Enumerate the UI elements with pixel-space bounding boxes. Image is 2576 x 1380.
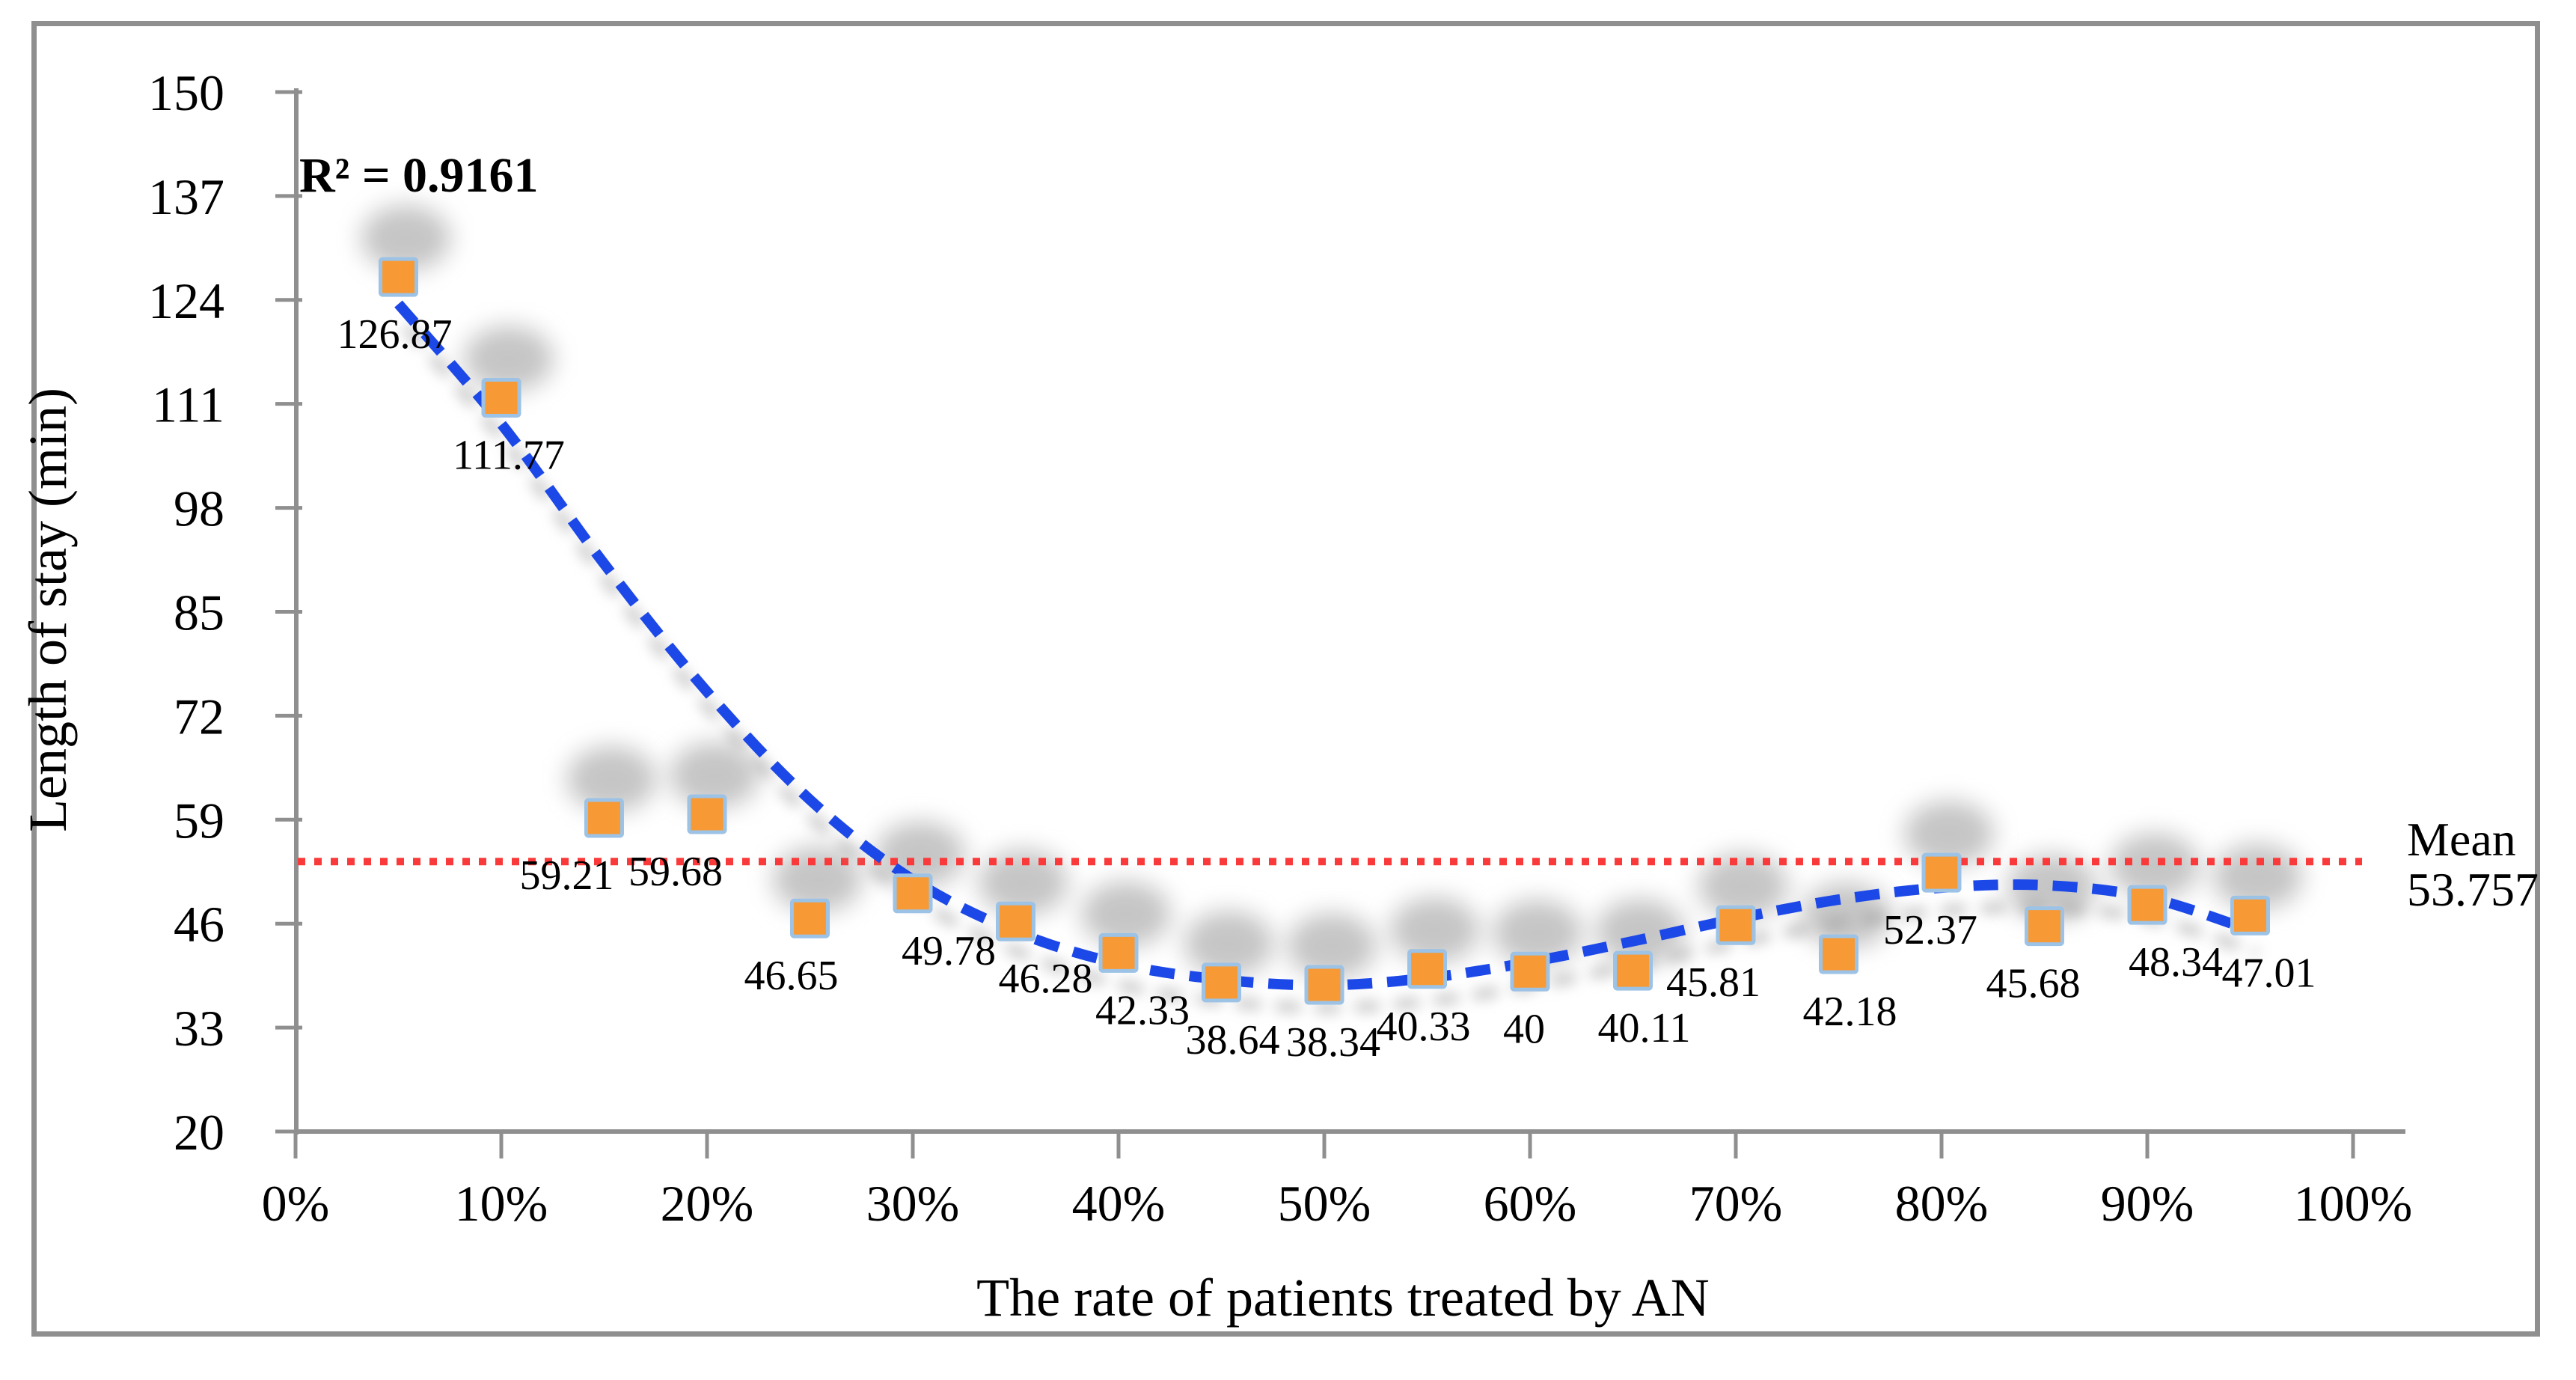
marker-shadow <box>2110 833 2200 900</box>
marker-shadow <box>670 742 759 809</box>
data-point-label: 38.64 <box>1186 1017 1280 1063</box>
y-tick-label: 85 <box>174 584 224 641</box>
data-point-label: 40.11 <box>1598 1005 1691 1051</box>
y-tick-label: 124 <box>148 272 224 329</box>
data-point-marker <box>996 901 1035 941</box>
data-point-label: 126.87 <box>337 311 453 358</box>
marker-shadow <box>1595 899 1686 965</box>
data-point-label: 40 <box>1503 1006 1545 1052</box>
marker-shadow <box>1389 897 1480 963</box>
r-squared-annotation: R² = 0.9161 <box>299 148 539 203</box>
data-point-marker <box>1304 965 1344 1005</box>
x-tick-label: 10% <box>455 1175 548 1232</box>
marker-shadow <box>1184 910 1274 977</box>
marker-shadow <box>464 326 554 392</box>
data-point-marker <box>1510 951 1550 992</box>
markers-layer <box>379 257 2270 1005</box>
x-tick-label: 80% <box>1895 1175 1989 1232</box>
y-tick-label: 150 <box>148 64 224 121</box>
x-tick-label: 50% <box>1278 1175 1371 1232</box>
data-point-marker <box>790 898 830 938</box>
data-point-marker <box>1819 934 1858 974</box>
data-point-marker <box>584 798 624 838</box>
data-point-marker <box>1716 905 1756 945</box>
x-tick-label: 90% <box>2101 1175 2194 1232</box>
data-point-label: 45.68 <box>1986 961 2081 1007</box>
mean-line-label-value: 53.757 <box>2407 863 2539 916</box>
y-tick-label: 59 <box>174 792 224 849</box>
data-point-marker <box>1613 950 1653 991</box>
data-point-marker <box>893 873 933 914</box>
data-point-label: 111.77 <box>453 432 565 478</box>
data-point-label: 38.34 <box>1286 1019 1380 1066</box>
x-tick-label: 60% <box>1484 1175 1577 1232</box>
data-point-label: 46.65 <box>744 953 839 999</box>
x-tick-label: 70% <box>1689 1175 1783 1232</box>
marker-shadow <box>566 746 657 813</box>
marker-shadow <box>1493 900 1582 966</box>
trendline-layer <box>394 300 2260 1013</box>
data-point-label: 42.18 <box>1803 989 1897 1035</box>
trendline-shadow <box>402 323 2260 1013</box>
marker-shadow <box>1081 881 1171 947</box>
x-tick-label: 20% <box>661 1175 754 1232</box>
data-point-label: 49.78 <box>902 928 996 974</box>
y-axis-title: Length of stay (min) <box>18 388 78 832</box>
mean-line-label-title: Mean <box>2407 813 2516 866</box>
x-tick-label: 0% <box>262 1175 330 1232</box>
data-point-label: 52.37 <box>1883 907 1977 953</box>
data-point-marker <box>1407 949 1447 989</box>
y-tick-label: 111 <box>152 376 224 433</box>
data-point-marker <box>1098 932 1139 973</box>
data-point-marker <box>687 794 727 834</box>
y-tick-label: 98 <box>174 480 224 537</box>
marker-shadow <box>1287 913 1377 980</box>
marker-shadow <box>361 205 451 272</box>
data-point-label: 46.28 <box>999 956 1093 1002</box>
x-axis-title: The rate of patients treated by AN <box>976 1268 1710 1328</box>
data-point-label: 40.33 <box>1377 1004 1471 1050</box>
data-point-label: 47.01 <box>2222 950 2316 996</box>
data-point-label: 59.68 <box>628 849 723 895</box>
y-tick-label: 20 <box>174 1104 224 1161</box>
data-point-marker <box>481 377 521 418</box>
data-point-marker <box>1202 962 1241 1003</box>
data-point-marker <box>2230 895 2270 935</box>
data-point-marker <box>2127 885 2167 925</box>
y-tick-label: 46 <box>174 896 224 953</box>
x-tick-label: 30% <box>866 1175 960 1232</box>
axes-layer: 20 33 46 59 72 85 98 111 124 137 150 0% 10% 20% 30% 40%… <box>148 64 2412 1232</box>
y-tick-label: 33 <box>174 1000 224 1057</box>
data-point-label: 59.21 <box>520 852 614 899</box>
marker-shadow <box>978 849 1068 916</box>
data-point-label: 48.34 <box>2129 939 2223 986</box>
y-tick-label: 72 <box>174 688 224 745</box>
marker-shadow <box>1698 853 1788 920</box>
data-point-label: 45.81 <box>1666 959 1760 1006</box>
marker-shadow <box>1904 801 1994 867</box>
data-point-marker <box>2025 906 2064 947</box>
data-point-marker <box>379 257 418 297</box>
x-tick-label: 40% <box>1072 1175 1166 1232</box>
data-point-label: 42.33 <box>1095 987 1190 1034</box>
x-tick-label: 100% <box>2294 1175 2413 1232</box>
data-point-marker <box>1921 852 1962 893</box>
y-tick-label: 137 <box>148 168 224 225</box>
